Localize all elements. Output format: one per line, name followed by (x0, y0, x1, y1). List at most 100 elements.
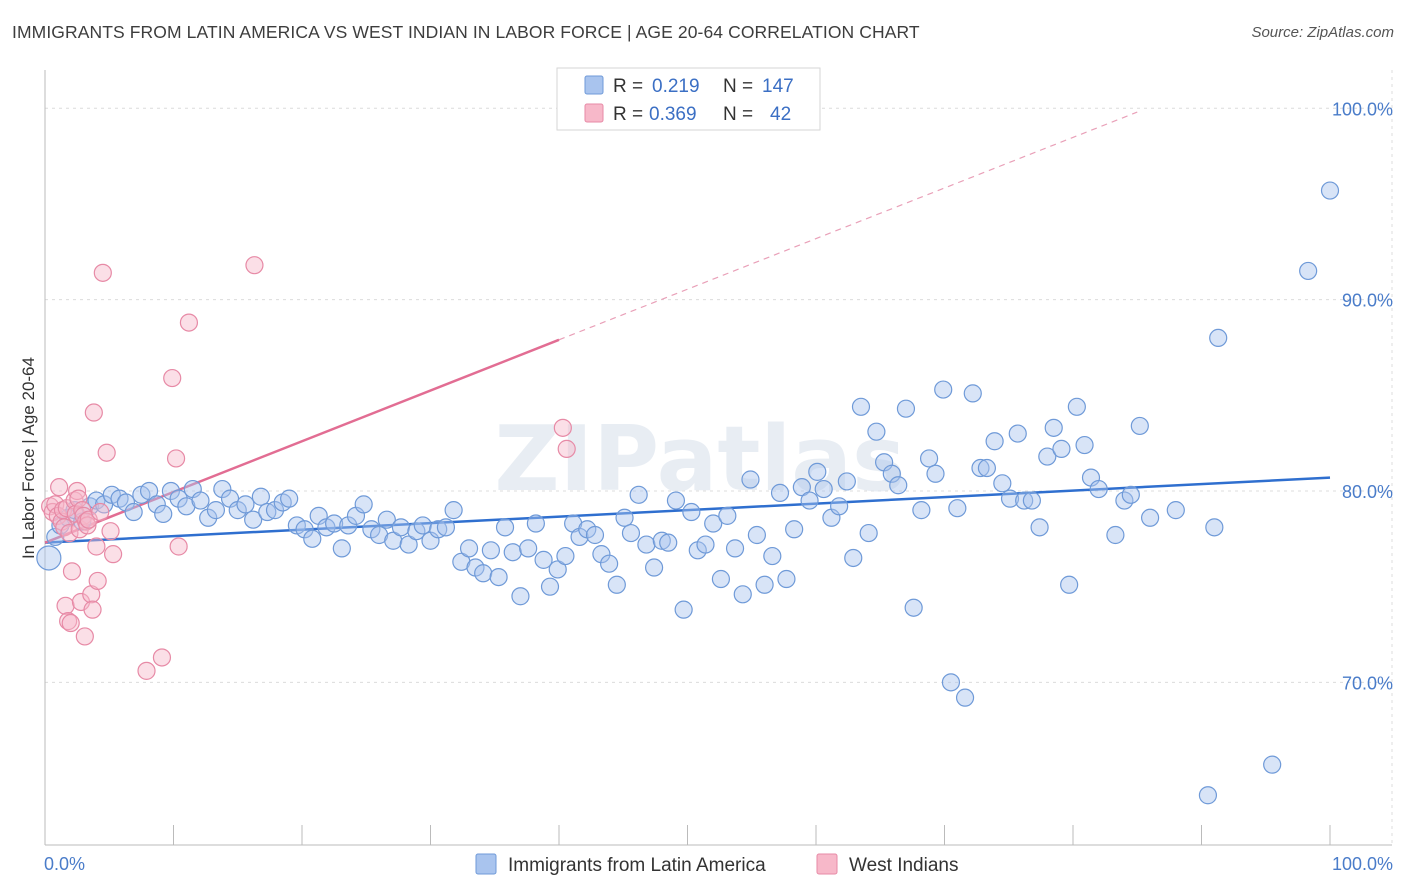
point-latin-america (503, 543, 522, 562)
point-west-indians (61, 613, 80, 633)
zipatlas-watermark-logo: ZIPatlas (494, 407, 905, 512)
point-latin-america (763, 546, 782, 566)
point-latin-america (1067, 397, 1086, 416)
point-latin-america (837, 472, 856, 491)
point-latin-america (666, 491, 686, 510)
legend-swatch-latin-america (584, 75, 604, 95)
point-west-indians (55, 518, 74, 537)
point-latin-america (934, 380, 953, 399)
point-west-indians (78, 516, 97, 535)
point-latin-america (652, 531, 671, 550)
point-latin-america (540, 577, 560, 596)
point-latin-america (36, 545, 62, 571)
series-west-indians (41, 256, 576, 680)
point-latin-america (948, 499, 967, 518)
point-latin-america (384, 531, 403, 550)
point-latin-america (867, 422, 886, 441)
point-latin-america (161, 481, 181, 501)
point-latin-america (295, 520, 314, 539)
point-west-indians (97, 443, 116, 462)
point-latin-america (1130, 416, 1149, 436)
point-west-indians (88, 571, 107, 591)
bottom-legend-swatch-west-indians (816, 853, 838, 875)
point-latin-america (711, 569, 731, 589)
x-tick-label: 0.0% (44, 854, 85, 874)
point-latin-america (733, 585, 752, 604)
point-latin-america (1038, 447, 1057, 466)
point-latin-america (519, 539, 538, 558)
point-latin-america (1060, 575, 1079, 594)
point-latin-america (548, 560, 567, 579)
point-latin-america (1263, 755, 1282, 774)
point-west-indians (101, 522, 120, 541)
point-latin-america (570, 527, 589, 547)
point-latin-america (629, 485, 648, 504)
legend-swatch-west-indians (584, 103, 604, 123)
point-latin-america (859, 523, 878, 543)
point-latin-america (770, 483, 790, 503)
point-latin-america (556, 546, 575, 566)
point-latin-america (124, 502, 143, 522)
legend-r-value: 0.219 (652, 76, 700, 97)
point-latin-america (659, 533, 678, 552)
point-west-indians (93, 263, 112, 282)
point-latin-america (459, 539, 479, 558)
point-latin-america (682, 502, 701, 522)
point-latin-america (244, 510, 263, 529)
point-latin-america (615, 508, 634, 527)
point-latin-america (644, 558, 664, 577)
point-latin-america (495, 518, 515, 537)
point-latin-america (332, 539, 351, 558)
point-latin-america (377, 510, 396, 529)
point-latin-america (904, 598, 923, 617)
legend-n-label: N = (723, 104, 753, 125)
point-west-indians (83, 600, 102, 619)
y-tick-labels: 100.0% 90.0% 80.0% 70.0% (1332, 99, 1393, 693)
point-latin-america (1209, 328, 1228, 348)
point-latin-america (303, 529, 322, 548)
point-latin-america (339, 516, 358, 535)
point-latin-america (1205, 518, 1224, 537)
point-latin-america (191, 491, 210, 510)
point-west-indians (553, 418, 572, 437)
point-latin-america (621, 523, 641, 543)
point-latin-america (785, 520, 804, 539)
legend-r-label: R = (613, 104, 643, 125)
point-west-indians (166, 449, 186, 468)
point-latin-america (147, 495, 166, 514)
point-west-indians (50, 478, 69, 497)
point-latin-america (1052, 439, 1071, 458)
chart-title: IMMIGRANTS FROM LATIN AMERICA VS WEST IN… (12, 22, 920, 42)
point-latin-america (1000, 489, 1020, 508)
point-west-indians (87, 537, 106, 556)
point-latin-america (1166, 501, 1185, 520)
point-latin-america (600, 554, 619, 573)
y-axis-label: In Labor Force | Age 20-64 (19, 357, 38, 559)
point-latin-america (741, 470, 760, 489)
point-latin-america (808, 462, 827, 481)
point-west-indians (60, 523, 79, 543)
point-latin-america (1022, 491, 1041, 510)
point-latin-america (265, 501, 285, 520)
bottom-legend-label: Immigrants from Latin America (508, 855, 766, 876)
point-latin-america (926, 464, 945, 483)
point-west-indians (169, 537, 188, 556)
point-latin-america (896, 399, 916, 418)
point-latin-america (704, 514, 723, 533)
point-latin-america (444, 501, 463, 520)
point-west-indians (59, 612, 78, 631)
point-latin-america (592, 545, 611, 564)
point-west-indians (91, 502, 110, 522)
point-west-indians (152, 648, 172, 667)
bottom-legend-swatch-latin-america (475, 853, 497, 875)
point-west-indians (56, 596, 75, 615)
x-tick-labels: 0.0% 100.0% (44, 854, 1393, 874)
legend-r-value: 0.369 (649, 104, 697, 125)
point-latin-america (391, 518, 411, 537)
data-points (36, 181, 1340, 805)
point-west-indians (69, 489, 88, 508)
trend-line-west-indians (44, 338, 560, 544)
legend-n-label: N = (723, 76, 753, 97)
point-latin-america (489, 567, 508, 587)
